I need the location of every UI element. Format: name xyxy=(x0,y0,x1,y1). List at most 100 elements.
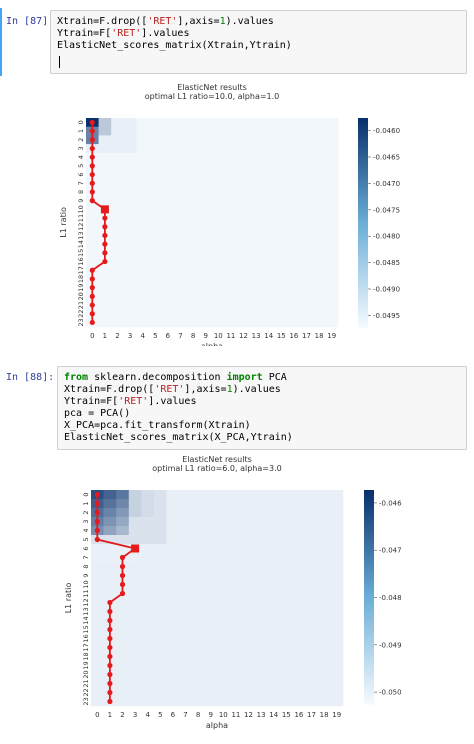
code-token: 1 xyxy=(219,16,226,27)
heatmap-cell xyxy=(287,161,301,171)
y-tick-label: 7 xyxy=(82,555,90,559)
heatmap-cell xyxy=(116,517,130,527)
y-tick-label: 20 xyxy=(77,292,85,300)
code-line[interactable]: from sklearn.decomposition import PCA xyxy=(64,372,293,384)
heatmap-cell xyxy=(174,118,188,127)
heatmap-cell xyxy=(300,187,314,197)
heatmap-cell xyxy=(267,544,281,554)
heatmap-cell xyxy=(212,170,225,180)
code-line[interactable]: ElasticNet_scores_matrix(Xtrain,Ytrain) xyxy=(57,40,292,52)
y-tick-label: 8 xyxy=(77,190,85,194)
heatmap-cell xyxy=(128,490,142,500)
heatmap-cell xyxy=(317,634,331,644)
heatmap-cell xyxy=(174,248,188,258)
heatmap-cell xyxy=(154,490,167,500)
heatmap-cell xyxy=(242,562,256,572)
heatmap-cell xyxy=(292,634,306,644)
x-tick-label: 7 xyxy=(183,711,187,719)
code-text[interactable]: from sklearn.decomposition import PCA Xtr… xyxy=(64,372,293,444)
heatmap-cell xyxy=(267,643,281,653)
heatmap-cell xyxy=(217,562,230,572)
code-line[interactable]: Xtrain=F.drop(['RET'],axis=1).values xyxy=(57,16,292,28)
heatmap-cell xyxy=(287,283,301,293)
best-alpha-point xyxy=(89,319,95,326)
heatmap-cell xyxy=(237,248,251,258)
heatmap-cell xyxy=(186,213,200,223)
best-alpha-point xyxy=(94,509,100,516)
heatmap-cell xyxy=(330,688,344,698)
code-text[interactable]: Xtrain=F.drop(['RET'],axis=1).values Ytra… xyxy=(57,16,292,52)
heatmap-cell xyxy=(305,679,319,689)
heatmap-cell xyxy=(224,239,238,249)
best-alpha-point xyxy=(102,250,108,256)
heatmap-cell xyxy=(305,535,319,545)
heatmap-cell xyxy=(242,643,256,653)
code-line[interactable]: X_PCA=pca.fit_transform(Xtrain) xyxy=(64,420,293,432)
heatmap-cell xyxy=(199,283,213,293)
heatmap-cell xyxy=(254,544,268,554)
y-tick-label: 20 xyxy=(82,670,90,678)
heatmap-cell xyxy=(166,688,180,698)
x-tick-label: 2 xyxy=(120,711,124,719)
heatmap-cell xyxy=(98,161,112,171)
heatmap-cell xyxy=(312,126,326,136)
heatmap-cell xyxy=(186,300,200,310)
heatmap-cell xyxy=(317,571,331,581)
heatmap-cell xyxy=(98,126,112,136)
code-line[interactable]: Ytrain=F['RET'].values xyxy=(57,28,292,40)
notebook-cell-88[interactable]: In [88]: from sklearn.decomposition impo… xyxy=(0,364,474,744)
heatmap-cell xyxy=(305,607,319,617)
heatmap-cell xyxy=(204,508,218,518)
heatmap-cell xyxy=(287,135,301,145)
heatmap-cell xyxy=(141,589,155,599)
heatmap-cell xyxy=(249,265,263,275)
best-alpha-point xyxy=(107,689,113,696)
heatmap-cell xyxy=(300,309,314,319)
heatmap-cell xyxy=(149,126,162,136)
heatmap-cell xyxy=(123,300,137,310)
heatmap-cell xyxy=(123,178,137,188)
heatmap-cell xyxy=(98,265,112,275)
heatmap-cell xyxy=(292,625,306,635)
code-input[interactable]: from sklearn.decomposition import PCA Xtr… xyxy=(57,366,467,450)
heatmap-cell xyxy=(300,239,314,249)
chart-subtitle: optimal L1 ratio=10.0, alpha=1.0 xyxy=(145,92,280,101)
heatmap-cell xyxy=(267,652,281,662)
x-tick-label: 6 xyxy=(171,711,176,719)
heatmap-cell xyxy=(116,490,130,500)
heatmap-cell xyxy=(161,196,175,206)
notebook-cell-87[interactable]: In [87]: Xtrain=F.drop(['RET'],axis=1).v… xyxy=(0,8,474,346)
heatmap-cell xyxy=(325,152,339,162)
code-line[interactable]: ElasticNet_scores_matrix(X_PCA,Ytrain) xyxy=(64,432,293,444)
heatmap-cell xyxy=(275,213,288,223)
code-token: ].values xyxy=(141,28,190,39)
heatmap-cell xyxy=(305,553,319,563)
heatmap-cell xyxy=(191,490,205,500)
heatmap-cell xyxy=(199,170,213,180)
heatmap-cell xyxy=(154,652,167,662)
heatmap-cell xyxy=(141,562,155,572)
x-tick-label: 8 xyxy=(196,711,200,719)
heatmap-cell xyxy=(149,152,162,162)
heatmap-cell xyxy=(237,300,251,310)
code-line[interactable]: Xtrain=F.drop(['RET'],axis=1).values xyxy=(64,384,293,396)
heatmap-cell xyxy=(305,634,319,644)
code-token: 1 xyxy=(226,384,233,395)
heatmap-cell xyxy=(212,265,225,275)
heatmap-cell xyxy=(330,643,344,653)
code-input[interactable]: Xtrain=F.drop(['RET'],axis=1).values Ytra… xyxy=(50,10,467,74)
heatmap-cell xyxy=(199,309,213,319)
heatmap-cell xyxy=(267,607,281,617)
heatmap-cell xyxy=(237,274,251,284)
code-line[interactable]: Ytrain=F['RET'].values xyxy=(64,396,293,408)
heatmap-cell xyxy=(116,670,130,680)
heatmap-cell xyxy=(154,589,167,599)
heatmap-cell xyxy=(136,178,150,188)
y-tick-label: 6 xyxy=(82,546,90,550)
heatmap-cell xyxy=(136,196,150,206)
heatmap-cell xyxy=(217,652,230,662)
heatmap-cell xyxy=(149,248,162,258)
heatmap-cell xyxy=(86,213,99,223)
x-tick-label: 16 xyxy=(289,332,298,340)
code-line[interactable]: pca = PCA() xyxy=(64,408,293,420)
